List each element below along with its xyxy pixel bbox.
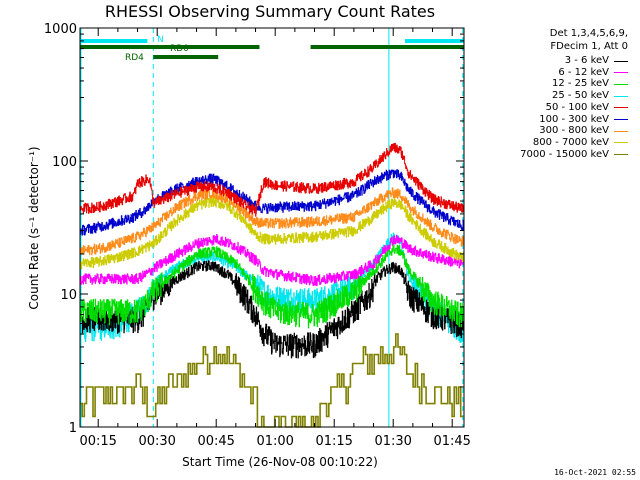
- legend-item: 800 - 7000 keV: [533, 137, 628, 149]
- legend-label: 12 - 25 keV: [551, 78, 609, 90]
- legend-label: 25 - 50 keV: [551, 90, 609, 102]
- legend-item: 6 - 12 keV: [558, 67, 628, 79]
- footer-timestamp: 16-Oct-2021 02:55: [554, 468, 636, 477]
- legend-label: 300 - 800 keV: [539, 125, 609, 137]
- legend-swatch: [614, 142, 628, 144]
- legend-item: 100 - 300 keV: [539, 114, 628, 126]
- legend-item: 7000 - 15000 keV: [520, 149, 628, 161]
- state-label-n: N: [157, 35, 164, 45]
- legend-swatch: [614, 130, 628, 132]
- x-tick-label-0045: 00:45: [197, 434, 234, 449]
- legend-swatch: [614, 60, 628, 62]
- series-line-6-12-kev: [79, 234, 465, 287]
- legend-swatch: [614, 107, 628, 109]
- legend-item: 12 - 25 keV: [552, 78, 628, 90]
- legend-label: 800 - 7000 keV: [532, 136, 609, 148]
- series-line-3-6-kev: [79, 260, 465, 359]
- state-label-rd4: RD4: [125, 53, 144, 63]
- legend-label: 6 - 12 keV: [558, 66, 609, 78]
- legend-header-line2: FDecim 1, Att 0: [550, 41, 628, 52]
- y-tick-label-1000: 1000: [44, 22, 77, 37]
- y-tick-label-10: 10: [60, 288, 77, 303]
- x-tick-label-0030: 00:30: [138, 434, 175, 449]
- legend-label: 50 - 100 keV: [545, 101, 609, 113]
- x-tick-label-0015: 00:15: [79, 434, 116, 449]
- legend-swatch: [614, 72, 628, 74]
- legend-item: 300 - 800 keV: [539, 125, 628, 137]
- series-line-800-7000-kev: [79, 195, 465, 270]
- y-axis-label: Count Rate (s⁻¹ detector⁻¹): [27, 146, 41, 309]
- legend-label: 7000 - 15000 keV: [520, 148, 609, 160]
- series-line-300-800-kev: [79, 187, 465, 256]
- chart-title: RHESSI Observing Summary Count Rates: [105, 2, 435, 21]
- x-tick-label-0145: 01:45: [433, 434, 470, 449]
- legend-item: 50 - 100 keV: [546, 102, 628, 114]
- y-tick-label-1: 1: [69, 421, 77, 436]
- legend-swatch: [614, 154, 628, 156]
- legend-label: 100 - 300 keV: [539, 113, 609, 125]
- legend-item: 3 - 6 keV: [565, 55, 628, 67]
- legend-item: 25 - 50 keV: [552, 90, 628, 102]
- x-tick-label-0130: 01:30: [374, 434, 411, 449]
- x-tick-label-0115: 01:15: [315, 434, 352, 449]
- legend-label: 3 - 6 keV: [564, 55, 609, 66]
- series-line-100-300-kev: [79, 169, 465, 236]
- legend-swatch: [614, 83, 628, 85]
- y-tick-label-100: 100: [52, 155, 77, 170]
- legend-header-line1: Det 1,3,4,5,6,9,: [549, 28, 628, 39]
- legend-swatch: [614, 95, 628, 97]
- plot-frame: [79, 27, 465, 428]
- series-line-50-100-kev: [79, 142, 465, 217]
- state-label-rd0: RD0: [170, 44, 189, 54]
- x-tick-label-0100: 01:00: [256, 434, 293, 449]
- series-line-12-25-kev: [79, 243, 465, 329]
- x-axis-label: Start Time (26-Nov-08 00:10:22): [182, 455, 378, 469]
- legend-swatch: [614, 119, 628, 120]
